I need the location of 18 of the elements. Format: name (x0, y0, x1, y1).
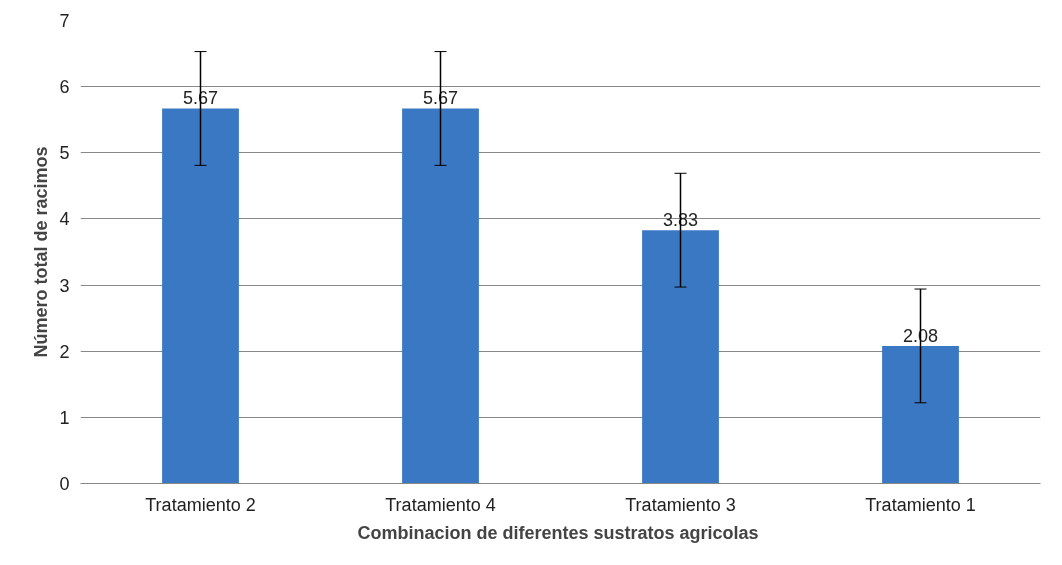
y-tick-label: 2 (59, 341, 70, 362)
x-axis-title: Combinacion de diferentes sustratos agricolas (357, 522, 759, 543)
y-tick-label: 5 (59, 143, 70, 164)
x-tick-label: Tratamiento 4 (385, 494, 496, 515)
bar (642, 230, 719, 484)
y-tick-label: 3 (59, 275, 70, 296)
y-tick-label: 7 (59, 11, 70, 31)
y-tick-label: 4 (59, 209, 70, 230)
x-tick-label: Tratamiento 2 (145, 494, 256, 515)
x-tick-label: Tratamiento 1 (865, 494, 976, 515)
y-tick-label: 0 (59, 474, 70, 494)
y-axis-title: Número total de racimos (31, 146, 52, 358)
bar (162, 108, 239, 484)
bar (402, 108, 479, 484)
y-tick-label: 6 (59, 77, 70, 98)
bar (882, 345, 959, 484)
y-tick-label: 1 (59, 407, 70, 428)
x-tick-label: Tratamiento 3 (625, 494, 736, 515)
